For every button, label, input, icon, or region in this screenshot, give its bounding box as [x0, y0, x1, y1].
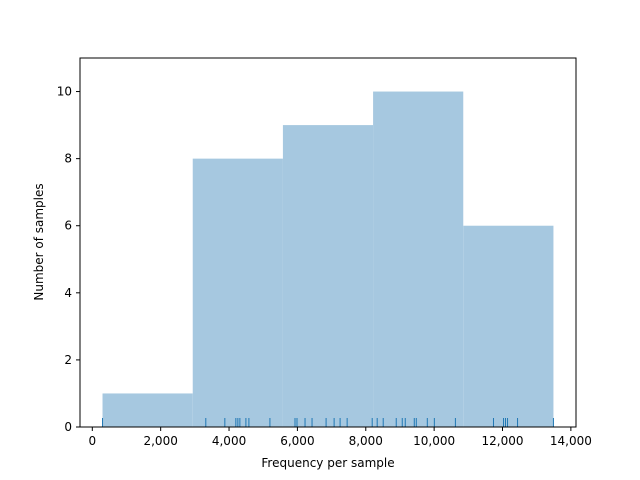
- y-tick-label: 2: [64, 353, 72, 367]
- x-tick-label: 8,000: [349, 434, 383, 448]
- y-tick-label: 10: [57, 85, 72, 99]
- x-tick-label: 14,000: [550, 434, 592, 448]
- plot-frame: [79, 57, 577, 428]
- x-tick-label: 12,000: [482, 434, 524, 448]
- x-tick-label: 0: [88, 434, 96, 448]
- x-tick-label: 10,000: [413, 434, 455, 448]
- y-tick-label: 8: [64, 152, 72, 166]
- bar: [192, 158, 283, 428]
- x-tick-label: 6,000: [280, 434, 314, 448]
- bar: [463, 225, 554, 427]
- x-tick-label: 4,000: [212, 434, 246, 448]
- bar: [102, 393, 193, 427]
- x-axis-label: Frequency per sample: [261, 456, 394, 470]
- bar: [282, 125, 374, 427]
- bar: [373, 91, 464, 427]
- y-axis-label: Number of samples: [32, 183, 46, 300]
- y-tick-label: 6: [64, 219, 72, 233]
- x-tick-label: 2,000: [143, 434, 177, 448]
- y-tick-label: 4: [64, 286, 72, 300]
- y-tick-label: 0: [64, 420, 72, 434]
